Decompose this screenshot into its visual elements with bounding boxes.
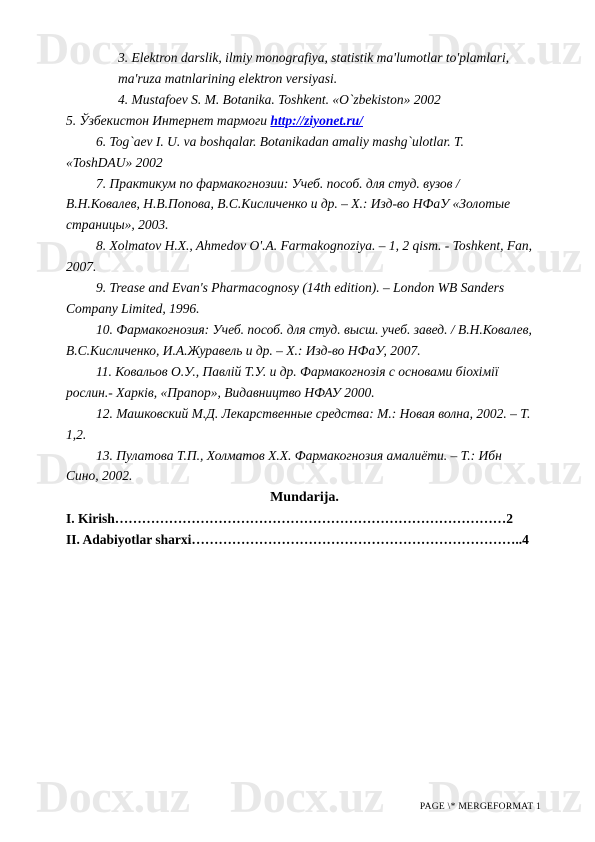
watermark-text: Docx.uz — [230, 770, 384, 823]
ref-11b: рослин.- Харків, «Прапор», Видавництво Н… — [66, 383, 543, 404]
page-footer: PAGE \* MERGEFORMAT 1 — [420, 802, 541, 812]
ziyonet-link[interactable]: http://ziyonet.ru/ — [270, 113, 363, 128]
ref-7a: 7. Практикум по фармакогнозии: Учеб. пос… — [66, 174, 543, 195]
ref-6b: «ToshDAU» 2002 — [66, 153, 543, 174]
ref-13b: Сино, 2002. — [66, 466, 543, 487]
ref-7b: В.Н.Ковалев, Н.В.Попова, В.С.Кисличенко … — [66, 194, 543, 215]
ref-10a: 10. Фармакогнозия: Учеб. пособ. для студ… — [66, 320, 543, 341]
ref-5: 5. Ўзбекистон Интернет тармоги http://zi… — [66, 111, 543, 132]
watermark-text: Docx.uz — [428, 770, 582, 823]
ref-8a: 8. Xolmatov H.X., Ahmedov O'.A. Farmakog… — [66, 236, 543, 257]
ref-9a: 9. Trease and Evan's Pharmacognosy (14th… — [66, 278, 543, 299]
ref-5-text: 5. Ўзбекистон Интернет тармоги — [66, 113, 270, 128]
ref-10b: В.С.Кисличенко, И.А.Журавель и др. – Х.:… — [66, 341, 543, 362]
toc-adabiyotlar: II. Adabiyotlar sharxi………………………………………………… — [66, 530, 543, 551]
mundarija-heading: Mundarija. — [66, 487, 543, 509]
ref-11a: 11. Ковальов О.У., Павлій Т.У. и др. Фар… — [66, 362, 543, 383]
ref-7c: страницы», 2003. — [66, 215, 543, 236]
ref-12a: 12. Машковский М.Д. Лекарственные средст… — [66, 404, 543, 425]
ref-12b: 1,2. — [66, 425, 543, 446]
ref-3b: ma'ruza matnlarining elektron versiyasi. — [66, 69, 543, 90]
ref-9b: Company Limited, 1996. — [66, 299, 543, 320]
ref-8b: 2007. — [66, 257, 543, 278]
ref-13a: 13. Пулатова Т.П., Холматов Х.Х. Фармако… — [66, 446, 543, 467]
toc-kirish: I. Kirish……………………………………………………………………………2 — [66, 509, 543, 530]
watermark-text: Docx.uz — [36, 770, 190, 823]
ref-3a: 3. Elektron darslik, ilmiy monografiya, … — [66, 48, 543, 69]
ref-6a: 6. Tog`aev I. U. va boshqalar. Botanikad… — [66, 132, 543, 153]
page-content: 3. Elektron darslik, ilmiy monografiya, … — [66, 48, 543, 551]
ref-4: 4. Mustafoev S. M. Botanika. Toshkent. «… — [66, 90, 543, 111]
